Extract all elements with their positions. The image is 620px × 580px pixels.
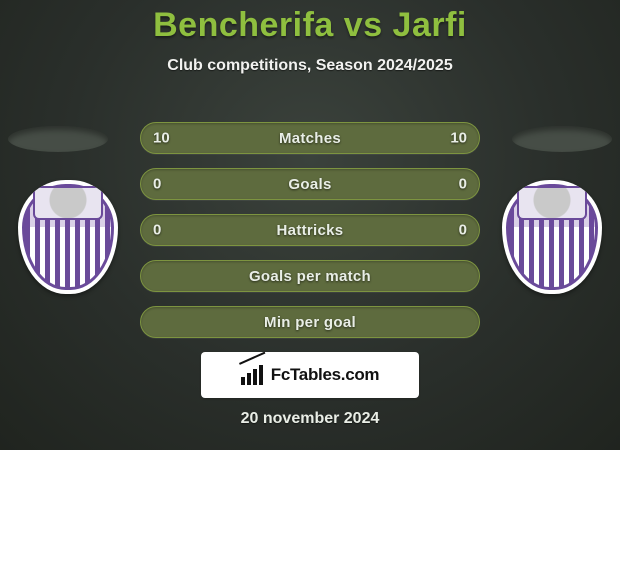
player-shadow-right: [512, 126, 612, 152]
snapshot-date: 20 november 2024: [0, 410, 620, 428]
stat-row: Matches 10 10: [140, 122, 480, 154]
stat-label: Matches: [279, 130, 341, 147]
comparison-card: Bencherifa vs Jarfi Club competitions, S…: [0, 0, 620, 450]
stat-row: Min per goal: [140, 306, 480, 338]
branding-badge: FcTables.com: [201, 352, 419, 398]
stat-value-left: 0: [153, 176, 161, 193]
stat-label: Goals: [288, 176, 331, 193]
stats-panel: Matches 10 10 Goals 0 0 Hattricks 0 0 Goals per m…: [140, 122, 480, 352]
stat-label: Min per goal: [264, 314, 356, 331]
stat-value-right: 0: [459, 176, 467, 193]
stat-value-right: 0: [459, 222, 467, 239]
branding-text: FcTables.com: [271, 365, 380, 385]
crest-emblem-icon: [517, 186, 587, 220]
crest-emblem-icon: [33, 186, 103, 220]
stat-row: Goals per match: [140, 260, 480, 292]
stat-value-left: 0: [153, 222, 161, 239]
stat-label: Hattricks: [277, 222, 344, 239]
stat-label: Goals per match: [249, 268, 371, 285]
club-crest-right: [502, 180, 602, 294]
stat-row: Hattricks 0 0: [140, 214, 480, 246]
stat-value-right: 10: [450, 130, 467, 147]
club-crest-left: [18, 180, 118, 294]
stat-row: Goals 0 0: [140, 168, 480, 200]
stat-value-left: 10: [153, 130, 170, 147]
bar-chart-icon: [241, 365, 265, 385]
subtitle: Club competitions, Season 2024/2025: [0, 57, 620, 75]
page-title: Bencherifa vs Jarfi: [0, 0, 620, 45]
player-shadow-left: [8, 126, 108, 152]
